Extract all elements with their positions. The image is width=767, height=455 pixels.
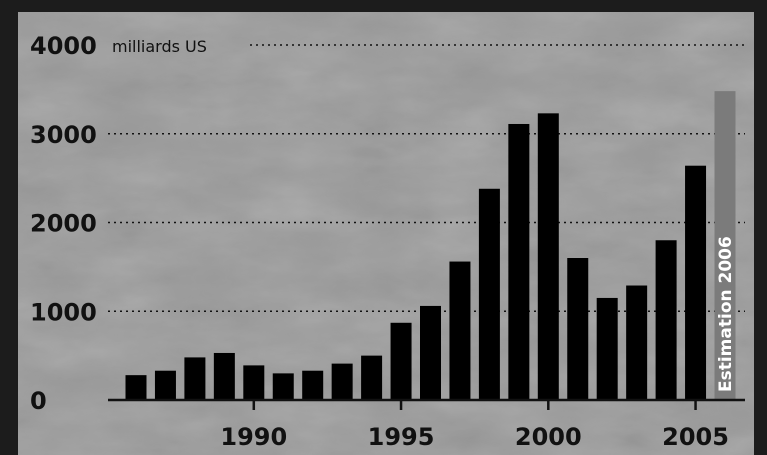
bar-1990 [243,365,265,400]
bars: Estimation 2006 [125,91,736,401]
y-tick-label: 1000 [30,298,97,326]
x-tick-label: 2000 [515,423,582,451]
axes [108,398,745,410]
bar-1997 [449,261,471,400]
y-axis-unit-label: milliards US [112,37,207,56]
tick-labels: 0 1000 2000 3000 4000 milliards US 1990 1995 200… [30,32,729,451]
bar-2001 [567,258,589,400]
bar-1989 [213,352,235,400]
bar-2002 [596,297,618,400]
bar-2003 [626,285,648,400]
bar-1992 [302,370,324,400]
x-tick-label: 1995 [368,423,435,451]
x-tick-label: 2005 [662,423,729,451]
bar-1994 [361,355,383,400]
bar-2000 [537,113,559,401]
estimate-bar-2006 [714,91,736,401]
bar-2005 [685,165,707,400]
bar-2004 [655,240,677,400]
bar-1996 [420,305,441,400]
bar-1999 [508,123,530,401]
y-tick-label: 0 [30,387,47,415]
y-tick-label: 2000 [30,210,97,238]
bar-1998 [478,188,500,400]
estimate-label: Estimation 2006 [716,236,736,392]
bar-1986 [125,375,147,400]
bar-1993 [331,363,353,400]
bar-1988 [184,357,206,400]
y-tick-label: 3000 [30,121,97,149]
bar-1987 [154,370,176,400]
bar-1995 [390,322,412,400]
x-tick-label: 1990 [220,423,287,451]
bar-1991 [272,373,294,400]
y-tick-label: 4000 [30,32,97,60]
